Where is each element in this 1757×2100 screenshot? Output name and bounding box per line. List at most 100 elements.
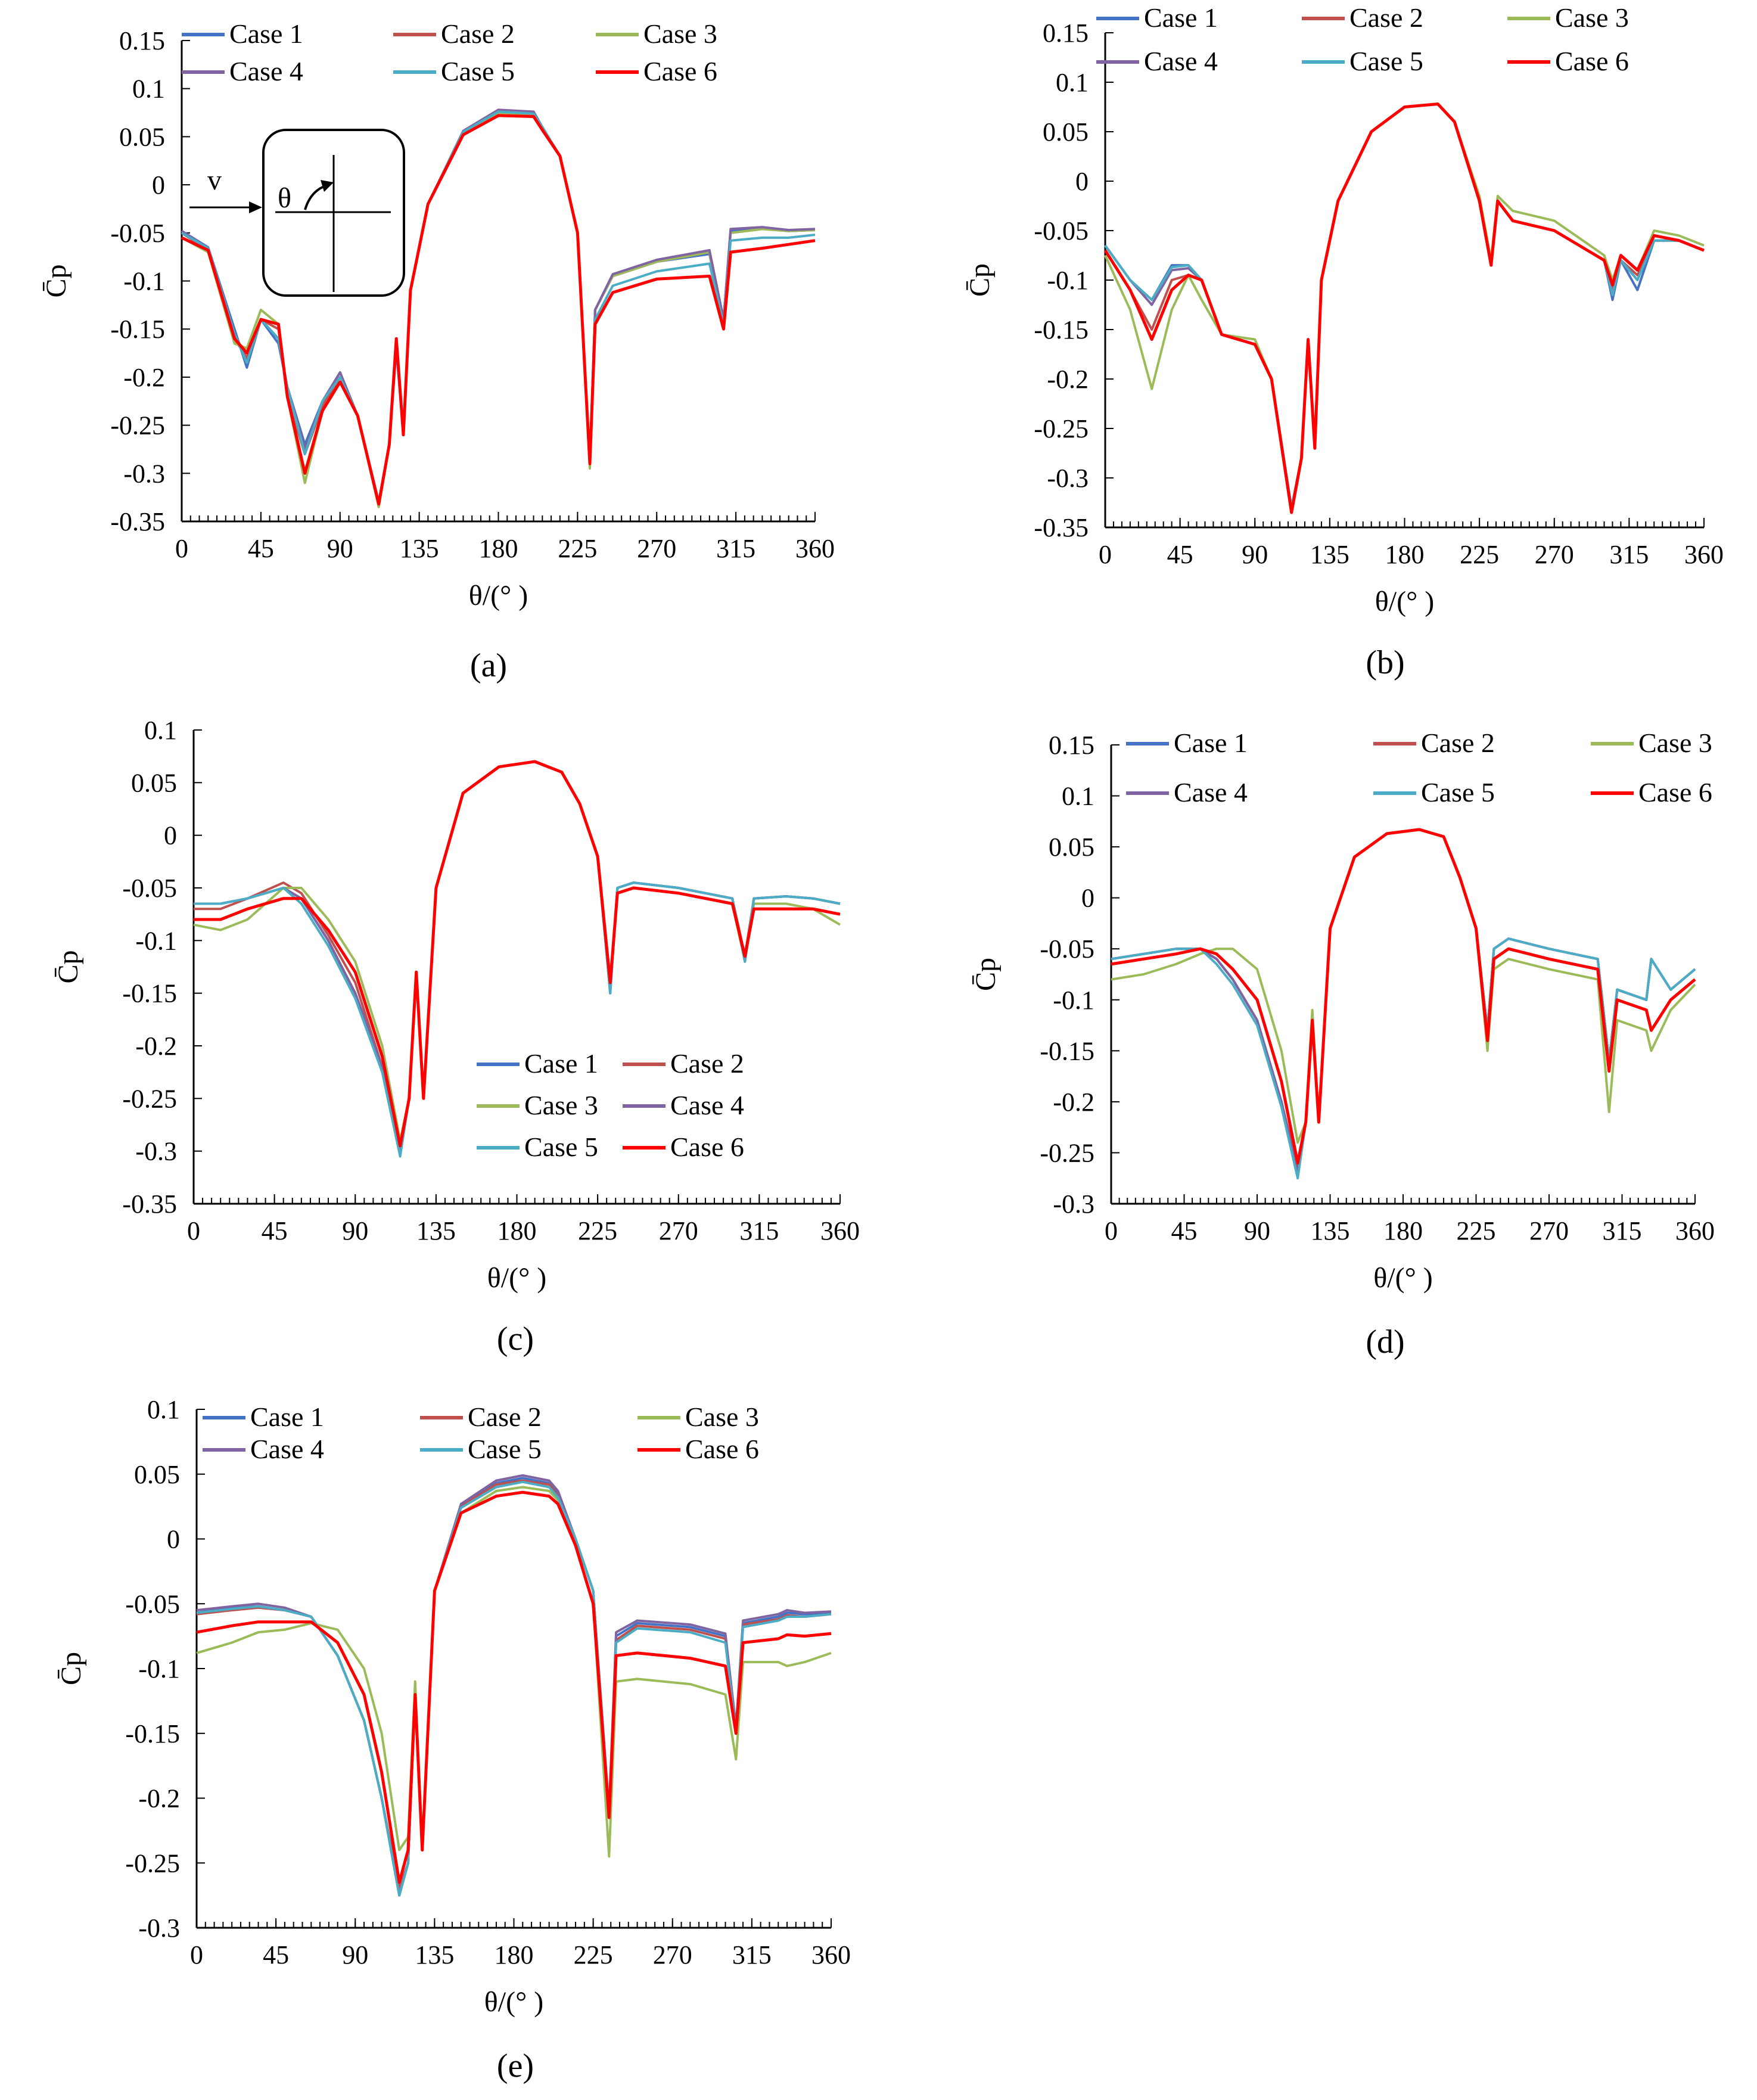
x-tick-label: 360 (795, 534, 835, 563)
legend-label: Case 1 (229, 18, 303, 49)
y-tick-label: -0.25 (1040, 1138, 1094, 1167)
y-tick-label: 0.15 (1049, 731, 1094, 760)
y-tick-label: 0.15 (119, 26, 165, 55)
wind-direction-inset: vθ (189, 129, 405, 297)
wind-arrow-label: v (207, 164, 222, 196)
y-tick-label: -0.1 (1053, 986, 1094, 1015)
x-tick-label: 135 (400, 534, 439, 563)
x-tick-label: 270 (637, 534, 676, 563)
legend: Case 1 Case 2 Case 3 Case 4 Case 5 Case 6 (1126, 728, 1712, 807)
x-tick-label: 45 (248, 534, 274, 563)
y-tick-label: -0.15 (1040, 1036, 1094, 1065)
y-tick-label: 0.05 (1049, 832, 1094, 862)
y-tick-label: 0.05 (131, 768, 177, 797)
y-tick-label: -0.1 (1047, 266, 1089, 295)
y-tick-label: -0.2 (138, 1784, 180, 1813)
series-line-case-4 (1104, 102, 1705, 509)
x-tick-label: 0 (1099, 540, 1112, 569)
chart-panel-a: 0.15 0.1 0.05 0 -0.05 -0.1 -0.15 -0.2 -0.25 -0.3 -… (41, 18, 835, 684)
x-tick-label: 180 (497, 1216, 537, 1245)
y-tick-label: -0.15 (125, 1719, 180, 1748)
y-tick-label: 0 (1081, 884, 1094, 913)
y-tick-label: -0.05 (122, 874, 177, 903)
y-tick-label: 0 (164, 821, 177, 850)
series-line-case-6 (181, 114, 816, 506)
y-tick-label: -0.3 (135, 1137, 177, 1166)
y-tick-label: -0.05 (1040, 934, 1094, 964)
x-tick-label: 315 (1609, 540, 1649, 569)
legend-label: Case 3 (1555, 2, 1629, 33)
y-tick-label: -0.25 (122, 1084, 177, 1113)
series-line-case-6 (1111, 828, 1696, 1165)
y-tick-label: -0.35 (110, 507, 165, 536)
legend-label: Case 1 (1144, 2, 1218, 33)
legend-label: Case 4 (250, 1434, 324, 1464)
series-line-case-3 (1104, 102, 1705, 514)
legend-label: Case 6 (1638, 777, 1712, 807)
x-tick-label: 90 (327, 534, 353, 563)
series-line-case-3 (1111, 828, 1696, 1144)
y-tick-label: 0.05 (119, 122, 165, 151)
legend-label: Case 4 (1174, 777, 1248, 807)
legend-label: Case 3 (685, 1402, 759, 1432)
legend-label: Case 1 (1174, 728, 1248, 758)
y-tick-label: -0.2 (123, 363, 165, 392)
series-line-case-2 (196, 1479, 832, 1890)
legend-label: Case 3 (643, 18, 717, 49)
x-tick-label: 180 (1385, 540, 1425, 569)
y-axis-label: C̄p (52, 950, 84, 983)
legend: Case 1 Case 2 Case 3 Case 4 Case 5 Case 6 (182, 18, 717, 86)
legend-label: Case 6 (1555, 46, 1629, 76)
series-line-case-1 (196, 1477, 832, 1897)
legend: Case 1 Case 2 Case 3 Case 4 Case 5 Case 6 (1096, 2, 1629, 76)
series-line-case-1 (1104, 102, 1705, 509)
x-tick-label: 225 (1460, 540, 1499, 569)
legend-label: Case 2 (1349, 2, 1423, 33)
x-tick-label: 0 (187, 1216, 200, 1245)
y-tick-label: -0.3 (123, 459, 165, 488)
x-tick-label: 135 (1310, 540, 1349, 569)
y-tick-label: -0.3 (1053, 1189, 1094, 1219)
y-axis-label: C̄p (964, 263, 996, 297)
angle-arc-head (321, 180, 334, 192)
y-tick-label: -0.2 (1053, 1088, 1094, 1117)
x-tick-label: 225 (1457, 1216, 1496, 1245)
y-tick-label: -0.25 (1034, 414, 1089, 443)
y-tick-label: -0.35 (1034, 513, 1089, 542)
x-tick-label: 225 (558, 534, 597, 563)
y-tick-label: -0.15 (1034, 315, 1089, 344)
chart-panel-e: 0.1 0.05 0 -0.05 -0.1 -0.15 -0.2 -0.25 -0.3 0 45 90… (55, 1395, 851, 2085)
y-tick-label: -0.3 (1047, 464, 1089, 493)
legend-label: Case 2 (441, 18, 515, 49)
series-line-case-4 (1111, 828, 1696, 1175)
x-tick-label: 270 (1535, 540, 1574, 569)
x-tick-label: 90 (1242, 540, 1268, 569)
chart-panel-b: 0.15 0.1 0.05 0 -0.05 -0.1 -0.15 -0.2 -0.25 -0.3 -… (964, 2, 1724, 681)
y-tick-label: 0.05 (1043, 117, 1089, 147)
y-tick-label: 0 (152, 170, 165, 200)
y-tick-label: -0.1 (123, 267, 165, 296)
legend: Case 1 Case 2 Case 3 Case 4 Case 5 Case 6 (477, 1048, 744, 1162)
x-tick-label: 315 (739, 1216, 779, 1245)
series-line-case-4 (196, 1474, 832, 1897)
x-tick-label: 135 (415, 1940, 454, 1969)
x-tick-label: 45 (1171, 1216, 1198, 1245)
x-axis-label: θ/(° ) (1373, 1262, 1433, 1294)
x-tick-label: 45 (1167, 540, 1193, 569)
x-axis-label: θ/(° ) (484, 1986, 544, 2018)
legend-label: Case 1 (524, 1048, 598, 1079)
x-tick-label: 135 (1311, 1216, 1350, 1245)
x-tick-label: 0 (1105, 1216, 1118, 1245)
angle-label: θ (278, 182, 291, 214)
series-line-case-5 (1111, 828, 1696, 1180)
y-tick-label: -0.05 (125, 1589, 180, 1619)
legend-label: Case 4 (670, 1090, 744, 1120)
panel-caption: (b) (1366, 644, 1404, 681)
panel-caption: (e) (497, 2048, 534, 2085)
y-tick-label: -0.1 (135, 926, 177, 955)
legend-label: Case 1 (250, 1402, 324, 1432)
panel-caption: (d) (1366, 1324, 1404, 1360)
legend: Case 1 Case 2 Case 3 Case 4 Case 5 Case 6 (203, 1402, 759, 1464)
y-tick-label: -0.15 (110, 315, 165, 344)
